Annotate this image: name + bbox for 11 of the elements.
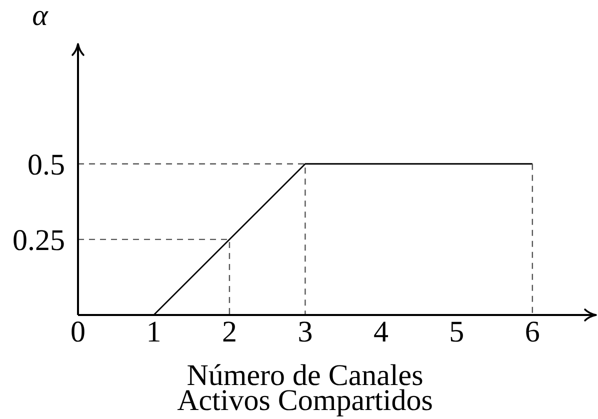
x-axis-title: Número de Canales Activos Compartidos xyxy=(177,359,433,417)
x-tick-label: 1 xyxy=(146,315,162,348)
y-tick-label: 0.25 xyxy=(12,224,65,258)
y-axis-title: α xyxy=(32,0,50,32)
y-tick-label: 0.5 xyxy=(28,148,65,182)
x-tick-label: 6 xyxy=(524,315,540,348)
x-tick-label: 4 xyxy=(373,315,388,348)
x-tick-label: 5 xyxy=(449,315,464,348)
x-tick-label: 2 xyxy=(222,315,237,348)
x-tick-label: 0 xyxy=(70,315,86,348)
x-tick-label: 3 xyxy=(298,315,313,348)
